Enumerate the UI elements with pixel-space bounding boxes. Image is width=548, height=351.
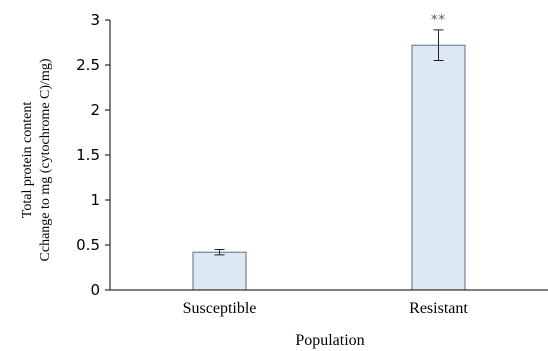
y-axis-title: Total protein content Cchange to mg (cyt… — [20, 58, 53, 261]
y-tick-label: 0 — [90, 281, 100, 299]
x-axis: Susceptible Resistant — [110, 289, 548, 317]
y-tick-label: 1.5 — [76, 146, 100, 164]
y-axis-title-line-2: Cchange to mg (cytochrome C)/mg) — [38, 58, 53, 261]
y-tick-label: 1 — [90, 191, 100, 209]
y-axis: 0 0.5 1 1.5 2 2.5 3 — [76, 11, 111, 299]
error-bars — [214, 29, 444, 256]
bar-resistant — [411, 44, 466, 291]
y-tick-label: 2 — [90, 101, 100, 119]
x-axis-title: Population — [295, 332, 364, 349]
bar-series — [192, 44, 466, 291]
significance-marker: ** — [431, 13, 446, 28]
y-axis-title-line-1: Total protein content — [20, 102, 35, 219]
x-tick-label: Susceptible — [183, 300, 257, 317]
y-tick-label: 3 — [90, 11, 100, 29]
bar-susceptible — [192, 251, 247, 291]
significance-annotations: ** — [431, 13, 446, 28]
y-tick-label: 0.5 — [76, 236, 100, 254]
x-tick-label: Resistant — [409, 300, 468, 317]
y-tick-label: 2.5 — [76, 56, 100, 74]
